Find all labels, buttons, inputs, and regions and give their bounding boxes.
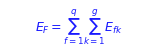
Text: $E_{F} = \sum_{f=1}^{q} \sum_{k=1}^{g} E_{fk}$: $E_{F} = \sum_{f=1}^{q} \sum_{k=1}^{g} E… [35,7,123,47]
